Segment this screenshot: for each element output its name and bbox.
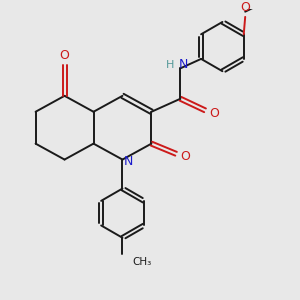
Text: CH₃: CH₃ [133,257,152,267]
Text: O: O [209,107,219,120]
Text: O: O [240,1,250,14]
Text: O: O [180,150,190,163]
Text: O: O [60,49,70,62]
Text: N: N [124,154,134,167]
Text: H: H [166,60,175,70]
Text: N: N [178,58,188,71]
